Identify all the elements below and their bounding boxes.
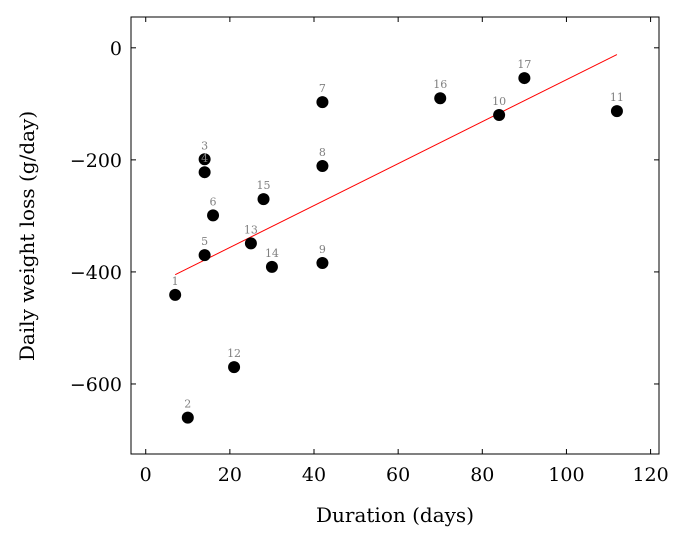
point-label: 12 [227, 347, 241, 360]
data-point [316, 96, 329, 109]
point-label: 14 [265, 247, 279, 260]
x-tick-label: 40 [302, 464, 326, 486]
x-tick-label: 60 [386, 464, 410, 486]
point-label: 1 [172, 275, 179, 288]
x-tick-label: 100 [548, 464, 584, 486]
point-label: 5 [201, 235, 208, 248]
y-tick-label: −600 [70, 374, 122, 396]
point-label: 9 [319, 243, 326, 256]
data-point [265, 260, 278, 273]
point-label: 7 [319, 82, 326, 95]
data-point [316, 256, 329, 269]
data-point [493, 109, 506, 122]
trend-line [174, 54, 618, 276]
x-tick-label: 20 [218, 464, 242, 486]
point-label: 11 [610, 91, 624, 104]
data-point [198, 153, 211, 166]
data-point [518, 72, 531, 85]
point-label: 2 [184, 398, 191, 411]
x-tick-label: 80 [470, 464, 494, 486]
y-tick-label: −200 [70, 150, 122, 172]
x-tick-label: 0 [140, 464, 152, 486]
axis-ticks: 0 20 40 60 80 100 120 0 −200 −400 −600 [70, 17, 669, 486]
point-label: 15 [257, 179, 271, 192]
data-point [207, 209, 220, 222]
x-tick-label: 120 [632, 464, 668, 486]
data-point [434, 92, 447, 105]
y-tick-label: 0 [110, 38, 122, 60]
data-point [610, 105, 623, 118]
point-label: 8 [319, 146, 326, 159]
data-point [228, 361, 241, 374]
point-label: 4 [201, 152, 208, 165]
x-axis-title: Duration (days) [316, 503, 474, 527]
point-label: 3 [201, 139, 208, 152]
data-point [244, 237, 257, 250]
data-point [316, 160, 329, 173]
axes-frame [130, 16, 660, 455]
point-label: 17 [517, 58, 531, 71]
point-label: 13 [244, 223, 258, 236]
data-point [257, 193, 270, 206]
y-axis-title: Daily weight loss (g/day) [15, 111, 39, 361]
y-tick-label: −400 [70, 262, 122, 284]
data-point [169, 288, 182, 301]
data-point [181, 411, 194, 424]
data-point [198, 249, 211, 262]
point-label: 6 [210, 195, 217, 208]
data-point [198, 166, 211, 179]
point-label: 16 [433, 78, 447, 91]
point-label: 10 [492, 95, 506, 108]
